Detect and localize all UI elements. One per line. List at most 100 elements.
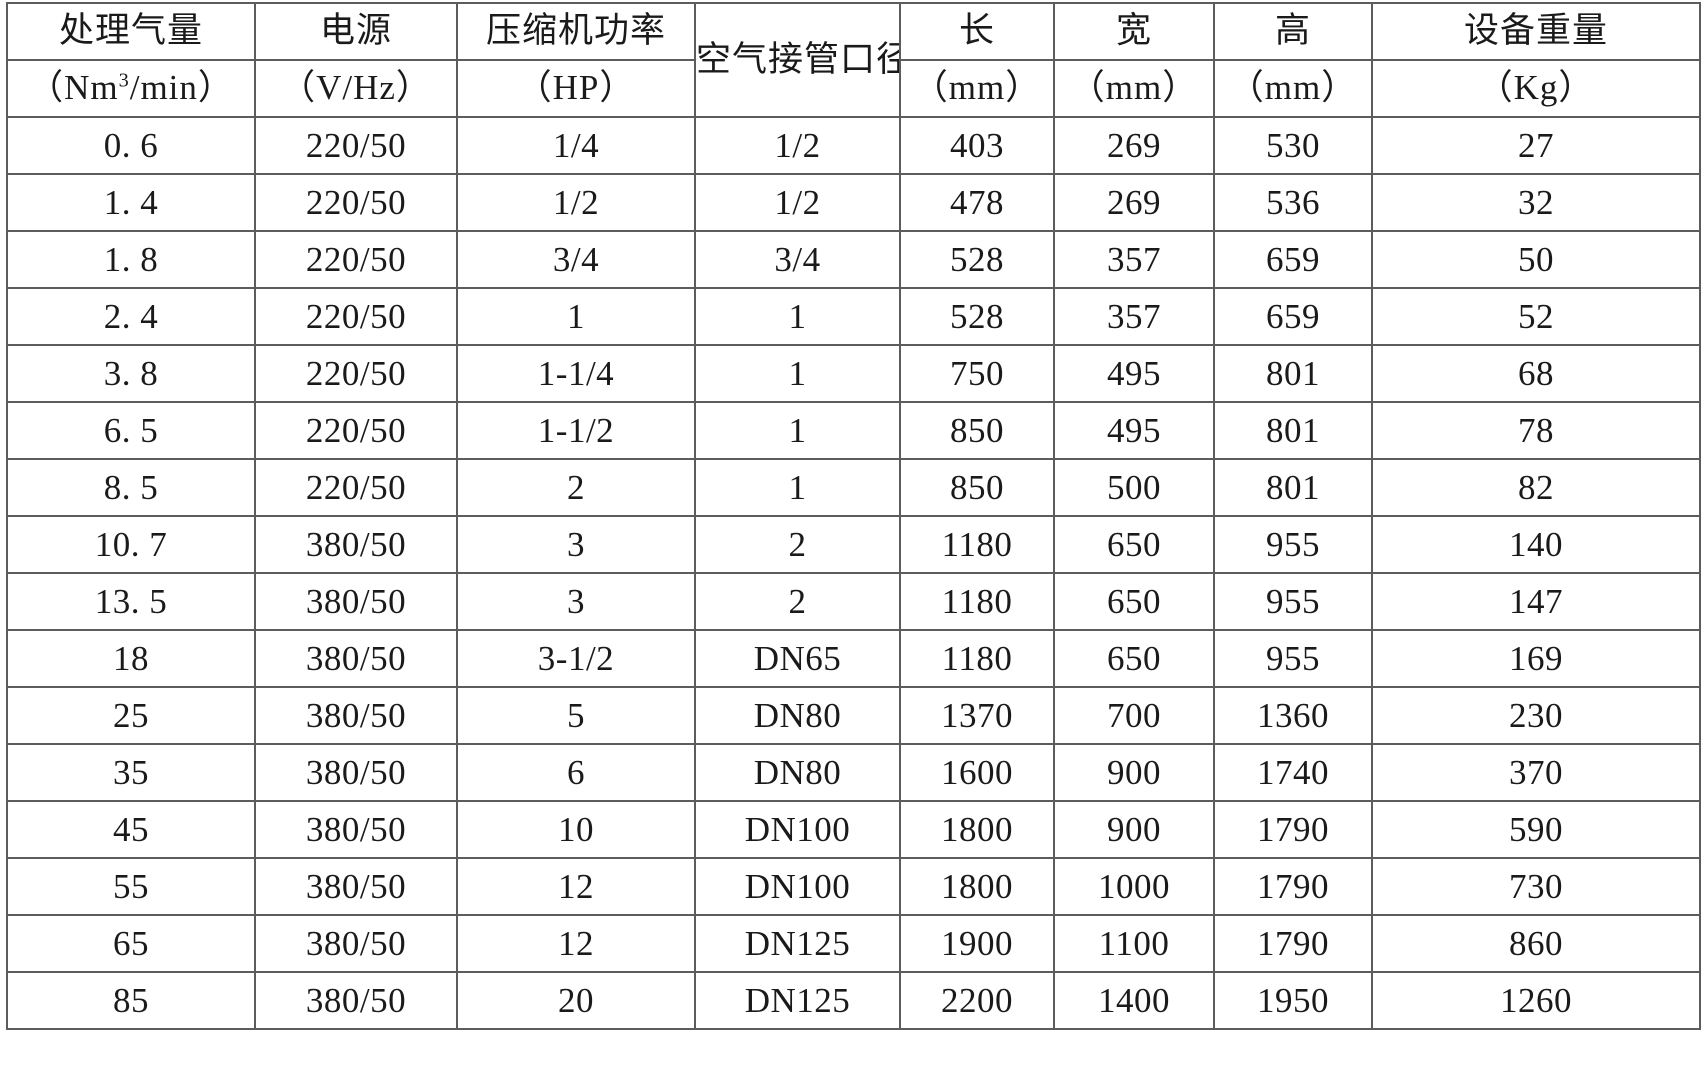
cell-power: 380/50	[254, 515, 458, 574]
cell-weight: 730	[1371, 857, 1701, 916]
cell-width: 650	[1053, 629, 1215, 688]
cell-weight: 169	[1371, 629, 1701, 688]
cell-height: 955	[1213, 629, 1373, 688]
cell-power: 380/50	[254, 743, 458, 802]
cell-length: 1180	[899, 629, 1055, 688]
cell-length: 1180	[899, 515, 1055, 574]
table-row: 1. 8 220/50 3/4 3/4 528 357 659 50	[6, 230, 1701, 289]
cell-height: 530	[1213, 116, 1373, 175]
table-row: 6. 5 220/50 1-1/2 1 850 495 801 78	[6, 401, 1701, 460]
cell-port: DN125	[694, 914, 901, 973]
cell-port: 1/2	[694, 116, 901, 175]
cell-height: 955	[1213, 515, 1373, 574]
cell-width: 495	[1053, 344, 1215, 403]
cell-flow: 25	[6, 686, 256, 745]
cell-height: 801	[1213, 458, 1373, 517]
cell-weight: 1260	[1371, 971, 1701, 1030]
cell-comp: 20	[456, 971, 696, 1030]
cell-length: 1370	[899, 686, 1055, 745]
cell-port: 3/4	[694, 230, 901, 289]
cell-length: 1900	[899, 914, 1055, 973]
column-unit-flow-prefix: （Nm	[28, 68, 119, 108]
table-row: 2. 4 220/50 1 1 528 357 659 52	[6, 287, 1701, 346]
cell-comp: 2	[456, 458, 696, 517]
cell-comp: 5	[456, 686, 696, 745]
cell-power: 380/50	[254, 572, 458, 631]
cell-flow: 45	[6, 800, 256, 859]
cell-length: 1800	[899, 800, 1055, 859]
cell-height: 1790	[1213, 857, 1373, 916]
column-header-length: 长	[899, 2, 1055, 61]
cell-width: 650	[1053, 515, 1215, 574]
cell-port: 1/2	[694, 173, 901, 232]
cell-length: 478	[899, 173, 1055, 232]
cell-comp: 3	[456, 572, 696, 631]
cell-weight: 27	[1371, 116, 1701, 175]
cell-power: 380/50	[254, 971, 458, 1030]
cell-weight: 82	[1371, 458, 1701, 517]
cell-length: 528	[899, 230, 1055, 289]
cell-width: 1000	[1053, 857, 1215, 916]
table-row: 35 380/50 6 DN80 1600 900 1740 370	[6, 743, 1701, 802]
cell-length: 850	[899, 401, 1055, 460]
cell-flow: 2. 4	[6, 287, 256, 346]
cell-weight: 52	[1371, 287, 1701, 346]
cell-weight: 590	[1371, 800, 1701, 859]
equipment-specification-table: 处理气量 电源 压缩机功率 空气接管口径 长 宽 高 设备重量 （Nm 3/min…	[6, 2, 1701, 1030]
cell-width: 900	[1053, 800, 1215, 859]
cell-power: 220/50	[254, 116, 458, 175]
cell-comp: 12	[456, 914, 696, 973]
cell-power: 380/50	[254, 629, 458, 688]
cell-flow: 0. 6	[6, 116, 256, 175]
cell-port: DN80	[694, 686, 901, 745]
cell-comp: 3-1/2	[456, 629, 696, 688]
cell-port: 2	[694, 515, 901, 574]
cell-flow: 35	[6, 743, 256, 802]
cell-comp: 12	[456, 857, 696, 916]
table-header: 处理气量 电源 压缩机功率 空气接管口径 长 宽 高 设备重量 （Nm3/min…	[6, 2, 1701, 118]
cell-length: 850	[899, 458, 1055, 517]
cell-comp: 1-1/2	[456, 401, 696, 460]
cell-height: 801	[1213, 344, 1373, 403]
cell-width: 269	[1053, 173, 1215, 232]
cell-flow: 65	[6, 914, 256, 973]
cell-power: 220/50	[254, 458, 458, 517]
cell-flow: 8. 5	[6, 458, 256, 517]
cell-width: 357	[1053, 287, 1215, 346]
table-row: 18 380/50 3-1/2 DN65 1180 650 955 169	[6, 629, 1701, 688]
cell-weight: 50	[1371, 230, 1701, 289]
cell-comp: 1	[456, 287, 696, 346]
cell-flow: 1. 4	[6, 173, 256, 232]
cell-comp: 6	[456, 743, 696, 802]
cell-weight: 68	[1371, 344, 1701, 403]
table-row: 55 380/50 12 DN100 1800 1000 1790 730	[6, 857, 1701, 916]
table-body: 0. 6 220/50 1/4 1/2 403 269 530 27 1. 4 220/50 1/2…	[6, 116, 1701, 1030]
column-unit-power: （V/Hz）	[254, 59, 458, 118]
cell-height: 1790	[1213, 914, 1373, 973]
table-row: 8. 5 220/50 2 1 850 500 801 82	[6, 458, 1701, 517]
header-row-names: 处理气量 电源 压缩机功率 空气接管口径 长 宽 高 设备重量	[6, 2, 1701, 118]
cell-weight: 32	[1371, 173, 1701, 232]
column-unit-compressor-power: （HP）	[456, 59, 696, 118]
cell-height: 955	[1213, 572, 1373, 631]
cell-height: 1790	[1213, 800, 1373, 859]
cell-height: 801	[1213, 401, 1373, 460]
cell-port: DN125	[694, 971, 901, 1030]
cell-weight: 147	[1371, 572, 1701, 631]
cell-flow: 10. 7	[6, 515, 256, 574]
column-unit-flow-suffix: /min）	[129, 68, 234, 108]
cell-height: 659	[1213, 230, 1373, 289]
cell-width: 500	[1053, 458, 1215, 517]
cell-width: 1400	[1053, 971, 1215, 1030]
table-row: 10. 7 380/50 3 2 1180 650 955 140	[6, 515, 1701, 574]
cell-flow: 85	[6, 971, 256, 1030]
cell-comp: 3/4	[456, 230, 696, 289]
cell-power: 220/50	[254, 287, 458, 346]
cell-weight: 370	[1371, 743, 1701, 802]
cell-comp: 1/4	[456, 116, 696, 175]
table-row: 3. 8 220/50 1-1/4 1 750 495 801 68	[6, 344, 1701, 403]
column-header-width: 宽	[1053, 2, 1215, 61]
column-header-compressor-power: 压缩机功率	[456, 2, 696, 61]
table-row: 85 380/50 20 DN125 2200 1400 1950 1260	[6, 971, 1701, 1030]
cell-power: 220/50	[254, 401, 458, 460]
